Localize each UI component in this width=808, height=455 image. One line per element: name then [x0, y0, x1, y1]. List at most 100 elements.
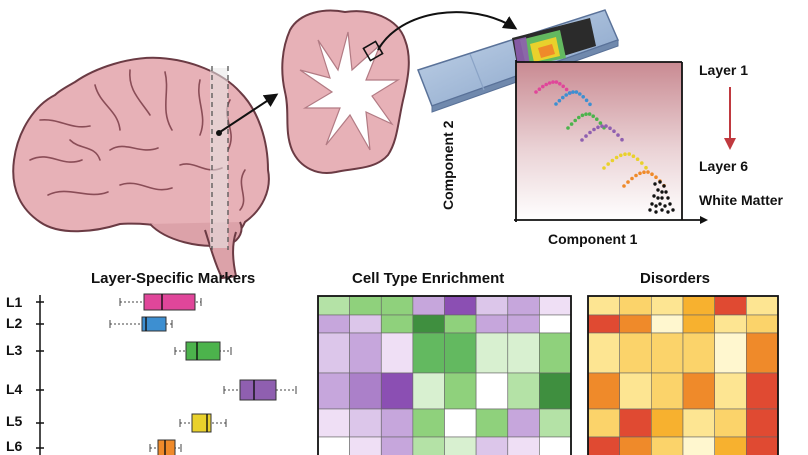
embedding-point-l3 [587, 112, 592, 116]
enrichment-cell [380, 436, 414, 455]
embedding-point-l5 [627, 152, 631, 156]
box-l1 [143, 293, 196, 311]
disorders-cell [587, 372, 621, 410]
enrichment-cell [380, 372, 414, 410]
disorders-cell [682, 372, 716, 410]
embedding-point-l2 [588, 102, 592, 107]
embedding-point-l3 [598, 121, 603, 125]
enrichment-cell [475, 332, 509, 374]
box-l4 [239, 379, 277, 401]
row-label-l4: L4 [6, 381, 23, 397]
embedding-point-l4 [588, 130, 592, 135]
markers-title: Layer-Specific Markers [91, 270, 256, 287]
enrichment-cell [380, 332, 414, 374]
enrichment-cell [317, 408, 350, 438]
embedding-point-l5 [631, 154, 636, 158]
embedding-point-l1 [544, 82, 548, 87]
row-label-l1: L1 [6, 294, 23, 310]
embedding-point-l2 [571, 90, 575, 94]
disorders-cell [745, 372, 779, 410]
enrichment-cell [444, 332, 477, 374]
enrichment-cell [507, 295, 540, 316]
embedding-point-white-matter [666, 210, 670, 214]
embedding-point-l2 [554, 102, 558, 106]
disorders-border [587, 295, 779, 455]
disorders-cell [650, 332, 684, 374]
row-label-l6: L6 [6, 438, 23, 454]
box-l6 [157, 439, 176, 455]
enrichment-cell [539, 295, 572, 316]
disorders-cell [650, 408, 684, 438]
disorders-title: Disorders [640, 270, 711, 287]
enrichment-title: Cell Type Enrichment [352, 270, 505, 287]
embedding-point-l2 [578, 92, 582, 96]
embedding-point-l4 [608, 126, 612, 130]
embedding-point-l5 [610, 158, 615, 163]
embedding-point-white-matter [656, 196, 660, 200]
enrichment-cell [444, 372, 477, 410]
embedding-point-l6 [630, 176, 634, 181]
disorders-cell [682, 408, 716, 438]
embedding-point-l5 [614, 155, 619, 160]
marker-boxplots [36, 293, 297, 455]
embedding-point-white-matter [652, 194, 656, 198]
enrichment-cell [412, 436, 445, 455]
embedding-point-white-matter [650, 202, 654, 206]
embedding-point-l6 [634, 173, 638, 178]
embedding-point-l2 [567, 91, 572, 95]
arrow-brain-to-section [219, 93, 279, 133]
disorders-cell [650, 314, 684, 334]
embedding-point-l6 [622, 184, 626, 188]
enrichment-cell [317, 295, 350, 316]
embedding-point-l5 [606, 162, 610, 166]
enrichment-cell [412, 314, 445, 334]
enrichment-cell [317, 314, 350, 334]
enrichment-cell [507, 436, 540, 455]
enrichment-cell [412, 408, 445, 438]
disorders-cell [587, 332, 621, 374]
embedding-point-l1 [561, 84, 565, 89]
embedding-point-white-matter [664, 190, 668, 194]
disorders-cell [745, 408, 779, 438]
embedding-point-l1 [558, 82, 562, 86]
embedding-point-l5 [635, 157, 640, 161]
embedding-point-l6 [646, 170, 650, 174]
embedding-point-l3 [566, 126, 570, 130]
enrichment-cell [349, 295, 382, 316]
embedding-point-l5 [602, 166, 606, 170]
embedding-point-white-matter [656, 188, 660, 192]
enrichment-cell [539, 332, 572, 374]
disorders-cell [714, 436, 747, 455]
enrichment-cell [507, 332, 540, 374]
embedding-points [534, 80, 675, 214]
row-label-l3: L3 [6, 342, 23, 358]
disorders-cell [587, 295, 621, 316]
enrichment-cell [507, 408, 540, 438]
enrichment-cell [475, 408, 509, 438]
disorders-cell [587, 408, 621, 438]
enrichment-cell [380, 314, 414, 334]
disorders-cell [587, 436, 621, 455]
embedding-point-l3 [577, 115, 581, 120]
disorders-cell [745, 295, 779, 316]
x-axis-label: Component 1 [548, 231, 638, 247]
enrichment-cell [380, 408, 414, 438]
embedding-point-l5 [640, 161, 644, 165]
embedding-point-l5 [644, 165, 648, 170]
enrichment-cell [412, 295, 445, 316]
row-label-l2: L2 [6, 315, 23, 331]
enrichment-cell [507, 372, 540, 410]
enrichment-cell [412, 332, 445, 374]
disorders-cell [619, 332, 652, 374]
layer-1-label: Layer 1 [699, 62, 749, 78]
embedding-point-l3 [595, 117, 599, 121]
enrichment-cell [317, 436, 350, 455]
disorders-cell [650, 372, 684, 410]
disorders-cell [587, 314, 621, 334]
disorders-cell [714, 332, 747, 374]
embedding-point-l2 [581, 95, 585, 99]
box-l3 [185, 341, 221, 361]
embedding-point-l1 [551, 80, 555, 84]
disorders-cell [714, 295, 747, 316]
embedding-point-l1 [537, 87, 542, 91]
